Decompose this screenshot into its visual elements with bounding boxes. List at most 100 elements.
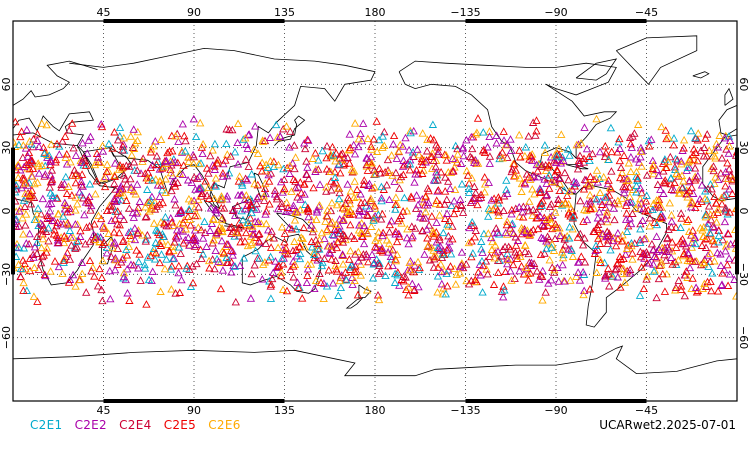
occultation-point-c2e6 xyxy=(674,189,684,197)
occultation-point-c2e5 xyxy=(402,285,411,294)
occultation-point-c2e6 xyxy=(161,174,170,183)
occultation-point-c2e6 xyxy=(147,204,156,212)
occultation-point-c2e5 xyxy=(436,167,446,176)
occultation-point-c2e2 xyxy=(278,188,287,196)
occultation-point-c2e2 xyxy=(721,167,730,176)
occultation-point-c2e6 xyxy=(545,213,554,222)
occultation-point-c2e5 xyxy=(173,158,182,167)
occultation-point-c2e6 xyxy=(583,179,593,187)
occultation-point-c2e5 xyxy=(510,159,519,168)
occultation-point-c2e4 xyxy=(578,240,588,249)
occultation-point-c2e2 xyxy=(302,278,312,287)
occultation-point-c2e4 xyxy=(548,263,557,271)
occultation-point-c2e5 xyxy=(613,234,623,243)
occultation-point-c2e2 xyxy=(608,236,618,245)
occultation-point-c2e2 xyxy=(68,270,78,279)
occultation-point-c2e4 xyxy=(678,183,687,192)
occultation-point-c2e2 xyxy=(621,215,631,223)
occultation-point-c2e6 xyxy=(455,268,465,277)
occultation-point-c2e1 xyxy=(33,204,43,212)
occultation-point-c2e5 xyxy=(84,196,93,204)
occultation-point-c2e2 xyxy=(412,191,421,199)
occultation-point-c2e6 xyxy=(464,238,473,247)
legend: C2E1 C2E2 C2E4 C2E5 C2E6 xyxy=(30,418,249,432)
occultation-point-c2e4 xyxy=(429,263,439,271)
occultation-point-c2e2 xyxy=(264,170,273,179)
occultation-point-c2e2 xyxy=(402,233,412,242)
occultation-point-c2e5 xyxy=(234,177,243,185)
occultation-point-c2e6 xyxy=(291,208,300,216)
occultation-point-c2e1 xyxy=(721,190,731,198)
occultation-point-c2e1 xyxy=(608,272,617,280)
occultation-point-c2e6 xyxy=(167,285,176,293)
occultation-point-c2e1 xyxy=(334,291,343,299)
occultation-point-c2e1 xyxy=(375,259,384,267)
occultation-point-c2e5 xyxy=(446,262,455,270)
occultation-point-c2e6 xyxy=(187,196,196,205)
occultation-point-c2e5 xyxy=(525,151,535,159)
occultation-point-c2e6 xyxy=(346,246,355,255)
occultation-point-c2e4 xyxy=(610,198,619,207)
occultation-point-c2e6 xyxy=(631,204,640,212)
occultation-point-c2e2 xyxy=(119,272,129,281)
occultation-point-c2e4 xyxy=(666,152,675,161)
occultation-point-c2e6 xyxy=(265,233,274,241)
occultation-point-c2e5 xyxy=(338,149,347,157)
occultation-point-c2e2 xyxy=(155,192,164,200)
occultation-point-c2e2 xyxy=(720,133,729,142)
occultation-point-c2e6 xyxy=(403,224,412,233)
occultation-point-c2e6 xyxy=(261,179,270,187)
occultation-point-c2e5 xyxy=(384,261,393,270)
occultation-point-c2e2 xyxy=(350,149,360,158)
occultation-point-c2e6 xyxy=(624,158,633,167)
occultation-point-c2e4 xyxy=(376,267,385,275)
occultation-point-c2e2 xyxy=(206,204,216,212)
occultation-point-c2e5 xyxy=(532,213,541,222)
occultation-point-c2e4 xyxy=(110,179,119,187)
occultation-point-c2e5 xyxy=(274,261,284,270)
occultation-point-c2e4 xyxy=(32,232,42,241)
occultation-point-c2e6 xyxy=(480,180,490,188)
occultation-point-c2e5 xyxy=(507,205,516,214)
occultation-point-c2e5 xyxy=(489,280,499,288)
occultation-point-c2e4 xyxy=(458,208,468,216)
occultation-point-c2e4 xyxy=(85,237,94,245)
occultation-point-c2e2 xyxy=(367,250,377,258)
occultation-point-c2e1 xyxy=(210,139,220,148)
occultation-point-c2e2 xyxy=(593,213,602,222)
occultation-point-c2e2 xyxy=(116,211,125,219)
occultation-point-c2e1 xyxy=(552,151,561,160)
occultation-point-c2e2 xyxy=(195,172,204,180)
occultation-point-c2e5 xyxy=(604,236,613,244)
occultation-point-c2e6 xyxy=(322,226,331,235)
occultation-point-c2e6 xyxy=(405,265,414,274)
occultation-point-c2e4 xyxy=(717,153,727,162)
occultation-point-c2e1 xyxy=(391,205,400,213)
occultation-point-c2e2 xyxy=(716,261,726,269)
occultation-point-c2e5 xyxy=(693,199,702,207)
occultation-point-c2e1 xyxy=(342,275,351,284)
occultation-point-c2e5 xyxy=(617,237,627,245)
occultation-point-c2e4 xyxy=(197,225,206,234)
occultation-point-c2e5 xyxy=(442,156,451,164)
occultation-point-c2e2 xyxy=(276,132,285,140)
occultation-point-c2e2 xyxy=(432,218,441,226)
occultation-point-c2e1 xyxy=(151,225,161,234)
occultation-point-c2e4 xyxy=(719,191,729,199)
occultation-point-c2e2 xyxy=(662,247,671,255)
occultation-point-c2e5 xyxy=(111,214,120,223)
occultation-point-c2e5 xyxy=(202,164,212,172)
occultation-point-c2e6 xyxy=(163,240,173,248)
occultation-point-c2e6 xyxy=(68,233,78,241)
occultation-point-c2e5 xyxy=(515,146,524,154)
occultation-point-c2e5 xyxy=(619,151,629,159)
occultation-point-c2e6 xyxy=(480,187,489,196)
occultation-point-c2e1 xyxy=(161,212,170,221)
occultation-point-c2e6 xyxy=(114,165,124,173)
occultation-point-c2e2 xyxy=(695,194,705,203)
occultation-point-c2e1 xyxy=(318,258,327,266)
occultation-point-c2e6 xyxy=(436,260,445,268)
occultation-point-c2e4 xyxy=(645,213,655,222)
occultation-point-c2e6 xyxy=(328,217,337,226)
occultation-point-c2e4 xyxy=(291,183,300,192)
